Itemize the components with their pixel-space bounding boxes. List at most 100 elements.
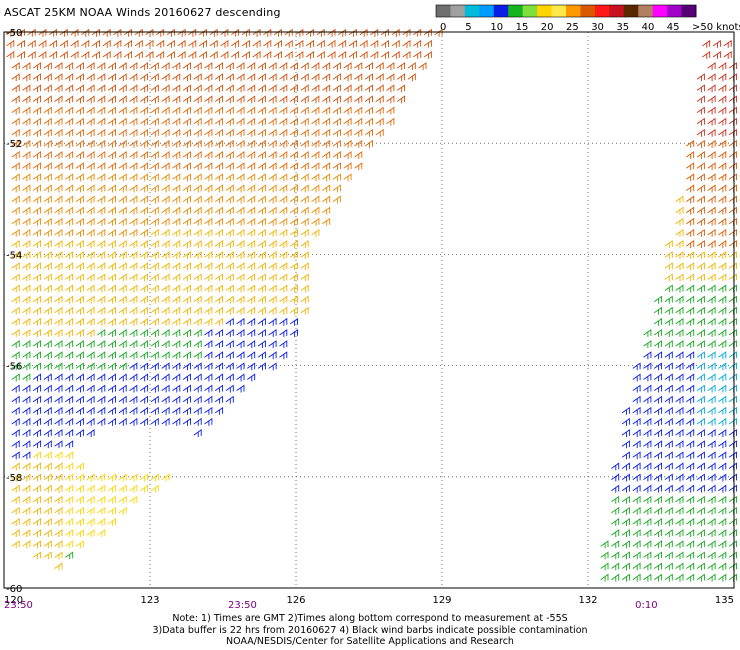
wind-barb bbox=[231, 28, 240, 37]
wind-barb bbox=[712, 39, 721, 48]
wind-barb bbox=[54, 551, 63, 560]
wind-barb bbox=[643, 473, 652, 482]
wind-barb bbox=[643, 417, 652, 426]
wind-barb bbox=[300, 217, 309, 226]
wind-barb bbox=[289, 128, 298, 137]
wind-barb bbox=[107, 184, 116, 193]
wind-barb bbox=[32, 306, 42, 315]
wind-barb bbox=[632, 395, 641, 404]
wind-barb bbox=[150, 73, 159, 82]
wind-barb bbox=[193, 273, 202, 282]
wind-barb bbox=[161, 151, 170, 159]
wind-barb bbox=[123, 28, 133, 37]
wind-barb bbox=[632, 529, 641, 538]
wind-barb bbox=[182, 139, 191, 148]
wind-barb bbox=[150, 340, 159, 348]
wind-barb bbox=[707, 195, 716, 204]
wind-barb bbox=[220, 28, 229, 37]
wind-barb bbox=[118, 73, 127, 82]
wind-barb bbox=[707, 429, 716, 437]
wind-barb bbox=[257, 95, 266, 104]
wind-barb bbox=[172, 84, 181, 93]
wind-barb bbox=[686, 395, 695, 404]
wind-barb bbox=[97, 406, 106, 415]
wind-barb bbox=[231, 51, 240, 59]
wind-barb bbox=[268, 73, 277, 82]
wind-barb bbox=[214, 95, 224, 104]
wind-barb bbox=[204, 317, 213, 326]
wind-barb bbox=[712, 51, 721, 59]
wind-barb bbox=[11, 395, 20, 404]
wind-barb bbox=[129, 173, 138, 182]
legend-swatch bbox=[580, 5, 596, 17]
wind-barb bbox=[696, 518, 705, 526]
wind-barb bbox=[140, 228, 149, 237]
wind-barb bbox=[150, 151, 159, 159]
wind-barb bbox=[97, 395, 106, 404]
wind-barb bbox=[32, 495, 42, 504]
wind-barb bbox=[107, 417, 116, 426]
wind-barb bbox=[70, 28, 79, 37]
wind-barb bbox=[129, 395, 138, 404]
wind-barb bbox=[289, 162, 298, 171]
wind-barb bbox=[702, 39, 711, 48]
wind-barb bbox=[11, 451, 20, 460]
wind-barb bbox=[86, 195, 95, 204]
wind-barb bbox=[182, 73, 191, 82]
wind-barb bbox=[172, 62, 181, 70]
wind-barb bbox=[236, 184, 245, 193]
legend-label: >50 knots bbox=[692, 22, 740, 33]
wind-barb bbox=[65, 462, 74, 471]
wind-barb bbox=[707, 518, 716, 526]
wind-barb bbox=[172, 184, 181, 193]
wind-barb bbox=[161, 406, 170, 415]
wind-barb bbox=[86, 406, 95, 415]
wind-barb bbox=[653, 406, 663, 415]
wind-barb bbox=[118, 228, 127, 237]
wind-barb bbox=[300, 62, 309, 70]
wind-barb bbox=[257, 329, 266, 337]
wind-barb bbox=[696, 406, 705, 415]
wind-barb bbox=[97, 373, 106, 382]
wind-barb bbox=[653, 373, 663, 382]
wind-barb bbox=[177, 51, 186, 59]
wind-barb bbox=[300, 139, 309, 148]
wind-barb bbox=[22, 329, 31, 337]
wind-barb bbox=[696, 373, 705, 382]
wind-barb bbox=[225, 151, 234, 159]
wind-barb bbox=[32, 395, 42, 404]
wind-barb bbox=[107, 406, 116, 415]
wind-barb bbox=[696, 562, 705, 571]
wind-barb bbox=[696, 262, 705, 271]
wind-barb bbox=[632, 406, 641, 415]
wind-barb bbox=[86, 128, 95, 137]
wind-barb bbox=[338, 39, 347, 48]
wind-barb bbox=[11, 417, 20, 426]
wind-barb bbox=[214, 306, 224, 315]
wind-barb bbox=[75, 262, 84, 271]
wind-barb bbox=[150, 329, 159, 337]
wind-barb bbox=[343, 106, 352, 115]
wind-barb bbox=[279, 273, 288, 282]
wind-barb bbox=[172, 228, 181, 237]
wind-barb bbox=[22, 529, 31, 538]
wind-barb bbox=[65, 240, 74, 248]
wind-barb bbox=[107, 262, 116, 271]
wind-barb bbox=[686, 295, 695, 304]
wind-barb bbox=[204, 217, 213, 226]
wind-barb bbox=[718, 273, 727, 282]
wind-barb bbox=[611, 518, 620, 526]
wind-barb bbox=[140, 351, 149, 360]
wind-barb bbox=[247, 73, 256, 82]
wind-barb bbox=[43, 195, 52, 204]
wind-barb bbox=[300, 206, 309, 215]
wind-barb bbox=[225, 217, 234, 226]
wind-barb bbox=[707, 573, 716, 582]
wind-barb bbox=[38, 39, 47, 48]
wind-barb bbox=[118, 251, 127, 260]
wind-barb bbox=[97, 317, 106, 326]
wind-barb bbox=[43, 451, 52, 460]
wind-barb bbox=[54, 351, 63, 360]
wind-barb bbox=[718, 128, 727, 137]
wind-barb bbox=[322, 117, 331, 126]
